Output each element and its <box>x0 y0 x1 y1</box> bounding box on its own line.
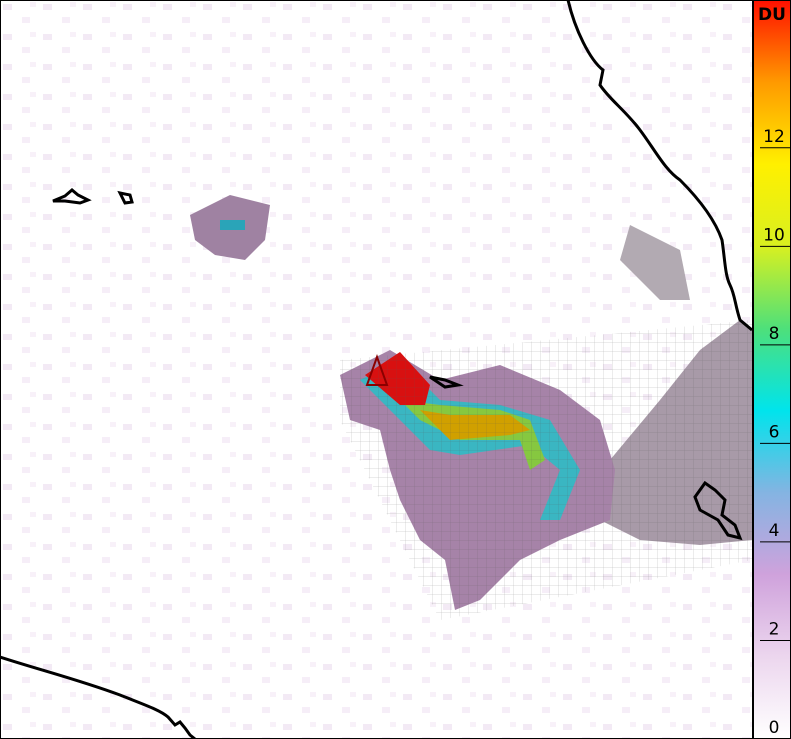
colorbar: DU 0 2 4 6 8 10 12 <box>753 0 791 739</box>
colorbar-scale <box>753 0 791 739</box>
colorbar-tick-label: 8 <box>769 324 780 344</box>
colorbar-tick-label: 12 <box>763 127 785 147</box>
colorbar-tick-label: 10 <box>763 225 785 245</box>
colorbar-tick-label: 0 <box>769 718 780 738</box>
colorbar-label: DU <box>758 5 786 25</box>
colorbar-tick-label: 4 <box>769 521 780 541</box>
map-area <box>0 0 753 739</box>
colorbar-tick-label: 6 <box>769 422 780 442</box>
coastline <box>0 0 753 739</box>
colorbar-tick-label: 2 <box>769 619 780 639</box>
plume <box>190 195 752 620</box>
